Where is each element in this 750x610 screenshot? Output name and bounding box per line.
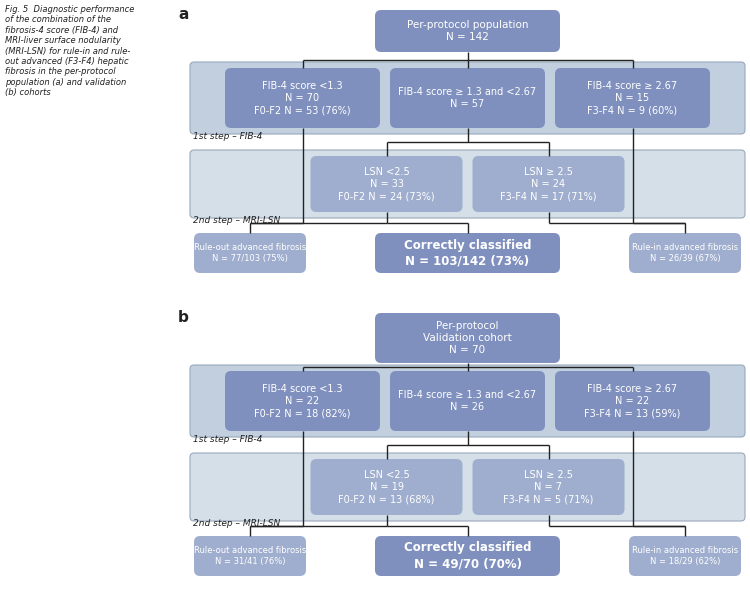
- FancyBboxPatch shape: [390, 371, 545, 431]
- Text: Correctly classified
N = 103/142 (73%): Correctly classified N = 103/142 (73%): [404, 239, 531, 268]
- FancyBboxPatch shape: [555, 371, 710, 431]
- FancyBboxPatch shape: [225, 371, 380, 431]
- Text: 1st step – FIB-4: 1st step – FIB-4: [193, 435, 262, 444]
- Text: a: a: [178, 7, 188, 22]
- FancyBboxPatch shape: [190, 150, 745, 218]
- Text: 2nd step – MRI-LSN: 2nd step – MRI-LSN: [193, 519, 280, 528]
- Text: LSN <2.5
N = 33
F0-F2 N = 24 (73%): LSN <2.5 N = 33 F0-F2 N = 24 (73%): [338, 167, 435, 201]
- FancyBboxPatch shape: [190, 62, 745, 134]
- FancyBboxPatch shape: [390, 68, 545, 128]
- Text: b: b: [178, 310, 189, 325]
- Text: 2nd step – MRI-LSN: 2nd step – MRI-LSN: [193, 216, 280, 225]
- FancyBboxPatch shape: [375, 536, 560, 576]
- FancyBboxPatch shape: [555, 68, 710, 128]
- FancyBboxPatch shape: [310, 459, 463, 515]
- Text: 1st step – FIB-4: 1st step – FIB-4: [193, 132, 262, 141]
- Text: FIB-4 score ≥ 2.67
N = 22
F3-F4 N = 13 (59%): FIB-4 score ≥ 2.67 N = 22 F3-F4 N = 13 (…: [584, 384, 681, 418]
- Text: Rule-out advanced fibrosis
N = 77/103 (75%): Rule-out advanced fibrosis N = 77/103 (7…: [194, 243, 306, 263]
- Text: LSN ≥ 2.5
N = 24
F3-F4 N = 17 (71%): LSN ≥ 2.5 N = 24 F3-F4 N = 17 (71%): [500, 167, 597, 201]
- FancyBboxPatch shape: [194, 536, 306, 576]
- FancyBboxPatch shape: [225, 68, 380, 128]
- Text: FIB-4 score ≥ 1.3 and <2.67
N = 57: FIB-4 score ≥ 1.3 and <2.67 N = 57: [398, 87, 536, 109]
- FancyBboxPatch shape: [190, 365, 745, 437]
- Text: FIB-4 score <1.3
N = 22
F0-F2 N = 18 (82%): FIB-4 score <1.3 N = 22 F0-F2 N = 18 (82…: [254, 384, 351, 418]
- FancyBboxPatch shape: [194, 233, 306, 273]
- FancyBboxPatch shape: [310, 156, 463, 212]
- Text: Rule-in advanced fibrosis
N = 18/29 (62%): Rule-in advanced fibrosis N = 18/29 (62%…: [632, 546, 738, 566]
- FancyBboxPatch shape: [375, 313, 560, 363]
- FancyBboxPatch shape: [472, 156, 625, 212]
- Text: FIB-4 score ≥ 1.3 and <2.67
N = 26: FIB-4 score ≥ 1.3 and <2.67 N = 26: [398, 390, 536, 412]
- Text: LSN <2.5
N = 19
F0-F2 N = 13 (68%): LSN <2.5 N = 19 F0-F2 N = 13 (68%): [338, 470, 435, 504]
- Text: Correctly classified
N = 49/70 (70%): Correctly classified N = 49/70 (70%): [404, 542, 531, 570]
- Text: Rule-in advanced fibrosis
N = 26/39 (67%): Rule-in advanced fibrosis N = 26/39 (67%…: [632, 243, 738, 263]
- FancyBboxPatch shape: [375, 233, 560, 273]
- Text: Per-protocol
Validation cohort
N = 70: Per-protocol Validation cohort N = 70: [423, 321, 512, 356]
- Text: Rule-out advanced fibrosis
N = 31/41 (76%): Rule-out advanced fibrosis N = 31/41 (76…: [194, 546, 306, 566]
- Text: Fig. 5  Diagnostic performance
of the combination of the
fibrosis-4 score (FIB-4: Fig. 5 Diagnostic performance of the com…: [5, 5, 134, 97]
- Text: FIB-4 score <1.3
N = 70
F0-F2 N = 53 (76%): FIB-4 score <1.3 N = 70 F0-F2 N = 53 (76…: [254, 81, 351, 115]
- Text: FIB-4 score ≥ 2.67
N = 15
F3-F4 N = 9 (60%): FIB-4 score ≥ 2.67 N = 15 F3-F4 N = 9 (6…: [587, 81, 677, 115]
- Text: Per-protocol population
N = 142: Per-protocol population N = 142: [406, 20, 528, 42]
- FancyBboxPatch shape: [190, 453, 745, 521]
- FancyBboxPatch shape: [629, 536, 741, 576]
- FancyBboxPatch shape: [629, 233, 741, 273]
- FancyBboxPatch shape: [472, 459, 625, 515]
- Text: LSN ≥ 2.5
N = 7
F3-F4 N = 5 (71%): LSN ≥ 2.5 N = 7 F3-F4 N = 5 (71%): [503, 470, 594, 504]
- FancyBboxPatch shape: [375, 10, 560, 52]
